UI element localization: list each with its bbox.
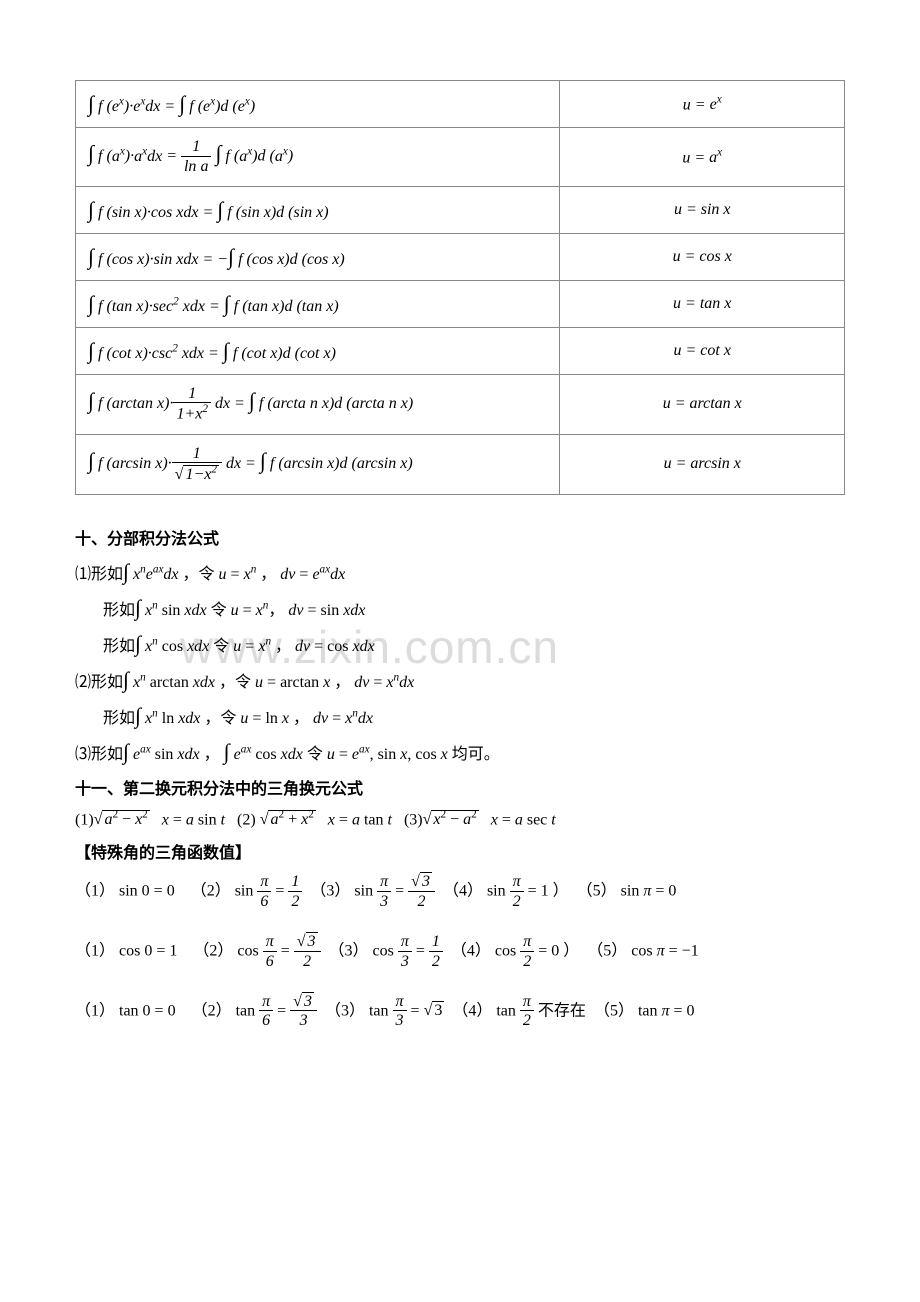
- subst-cell: u = arctan x: [560, 374, 845, 434]
- table-row: ∫ f (tan x)·sec2 xdx = ∫ f (tan x)d (tan…: [76, 280, 845, 327]
- page-content: ∫ f (ex)·exdx = ∫ f (ex)d (ex) u = ex ∫ …: [75, 80, 845, 1031]
- table-row: ∫ f (ax)·axdx = 1ln a ∫ f (ax)d (ax) u =…: [76, 128, 845, 187]
- item-3: ⑶形如∫ eax sin xdx ， ∫ eax cos xdx 令 u = e…: [75, 739, 845, 765]
- subst-cell: u = ex: [560, 81, 845, 128]
- item-1b: 形如∫ xn sin xdx 令 u = xn， dv = sin xdx: [75, 595, 845, 621]
- table-row: ∫ f (cos x)·sin xdx = −∫ f (cos x)d (cos…: [76, 233, 845, 280]
- item-2b: 形如∫ xn ln xdx ，令 u = ln x ， dv = xndx: [75, 703, 845, 729]
- table-row: ∫ f (arcsin x)·11−x2 dx = ∫ f (arcsin x)…: [76, 434, 845, 494]
- formula-cell: ∫ f (cos x)·sin xdx = −∫ f (cos x)d (cos…: [76, 233, 560, 280]
- formula-cell: ∫ f (tan x)·sec2 xdx = ∫ f (tan x)d (tan…: [76, 280, 560, 327]
- formula-cell: ∫ f (ex)·exdx = ∫ f (ex)d (ex): [76, 81, 560, 128]
- section-11-title: 十一、第二换元积分法中的三角换元公式: [75, 775, 845, 799]
- formula-cell: ∫ f (cot x)·csc2 xdx = ∫ f (cot x)d (cot…: [76, 327, 560, 374]
- subst-cell: u = cos x: [560, 233, 845, 280]
- trig-sub-line: (1)a2 − x2 x = a sin t (2) a2 + x2 x = a…: [75, 809, 845, 829]
- sin-row: （1） sin 0 = 0 （2） sin π6 = 12 （3） sin π3…: [75, 873, 845, 911]
- formula-cell: ∫ f (arcsin x)·11−x2 dx = ∫ f (arcsin x)…: [76, 434, 560, 494]
- section-10-title: 十、分部积分法公式: [75, 525, 845, 549]
- subst-cell: u = tan x: [560, 280, 845, 327]
- special-angles-title: 【特殊角的三角函数值】: [75, 839, 845, 863]
- formula-cell: ∫ f (arctan x)·11+x2 dx = ∫ f (arcta n x…: [76, 374, 560, 434]
- table-row: ∫ f (ex)·exdx = ∫ f (ex)d (ex) u = ex: [76, 81, 845, 128]
- tan-row: （1） tan 0 = 0 （2） tan π6 = 33 （3） tan π3…: [75, 993, 845, 1031]
- formula-cell: ∫ f (ax)·axdx = 1ln a ∫ f (ax)d (ax): [76, 128, 560, 187]
- table-row: ∫ f (sin x)·cos xdx = ∫ f (sin x)d (sin …: [76, 186, 845, 233]
- table-row: ∫ f (cot x)·csc2 xdx = ∫ f (cot x)d (cot…: [76, 327, 845, 374]
- formula-cell: ∫ f (sin x)·cos xdx = ∫ f (sin x)d (sin …: [76, 186, 560, 233]
- subst-cell: u = ax: [560, 128, 845, 187]
- subst-cell: u = sin x: [560, 186, 845, 233]
- table-row: ∫ f (arctan x)·11+x2 dx = ∫ f (arcta n x…: [76, 374, 845, 434]
- subst-cell: u = cot x: [560, 327, 845, 374]
- subst-cell: u = arcsin x: [560, 434, 845, 494]
- item-1c: 形如∫ xn cos xdx 令 u = xn ， dv = cos xdx: [75, 631, 845, 657]
- cos-row: （1） cos 0 = 1 （2） cos π6 = 32 （3） cos π3…: [75, 933, 845, 971]
- item-2a: ⑵形如∫ xn arctan xdx ，令 u = arctan x ， dv …: [75, 667, 845, 693]
- item-1a: ⑴形如∫ xneaxdx ，令 u = xn ， dv = eaxdx: [75, 559, 845, 585]
- substitution-table: ∫ f (ex)·exdx = ∫ f (ex)d (ex) u = ex ∫ …: [75, 80, 845, 495]
